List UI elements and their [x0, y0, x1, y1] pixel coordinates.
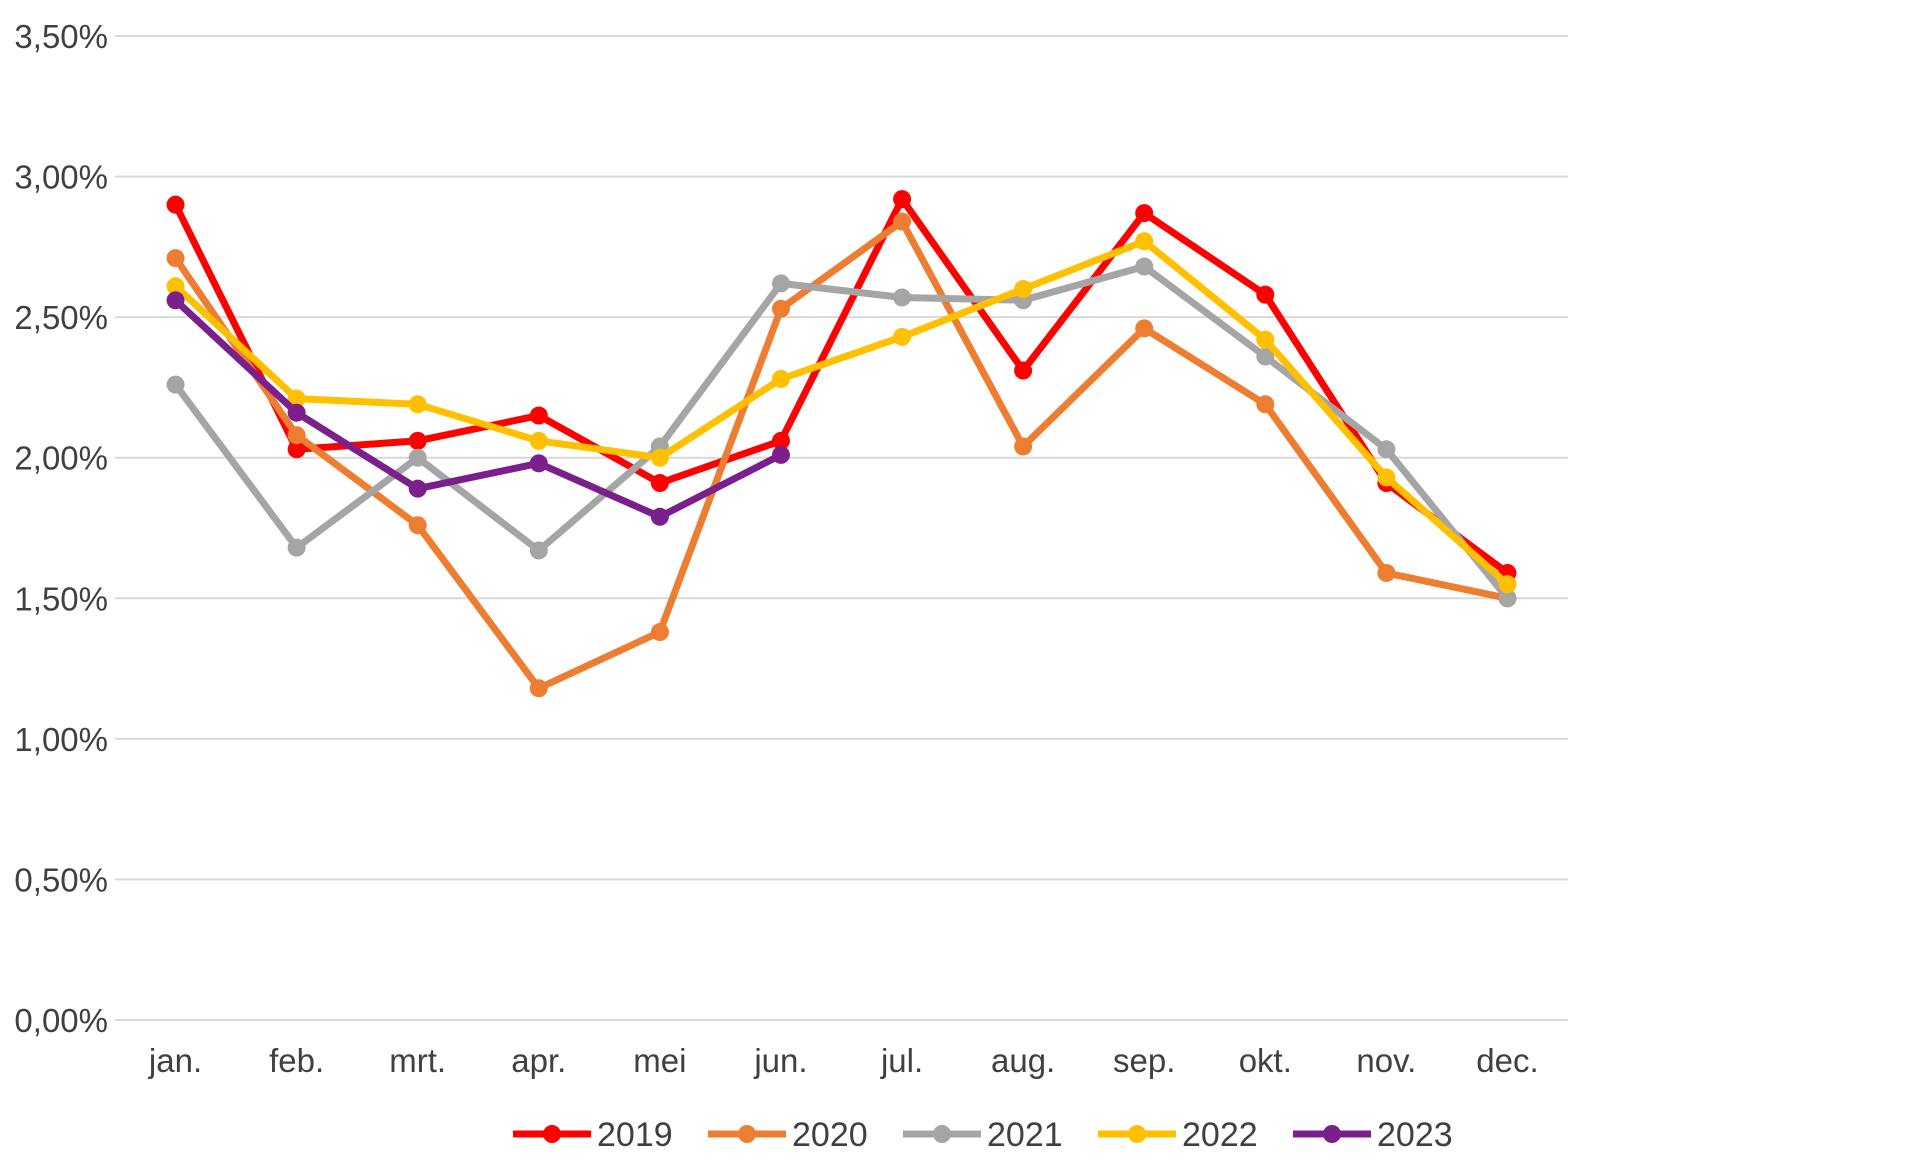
data-point-2021 — [287, 538, 306, 557]
x-tick-label: mei — [633, 1042, 686, 1079]
x-tick-label: jan. — [148, 1042, 202, 1079]
data-point-2022 — [650, 448, 669, 467]
legend-label: 2022 — [1182, 1116, 1258, 1154]
data-point-2021 — [1135, 257, 1154, 276]
data-point-2019 — [287, 440, 306, 459]
series-2019 — [166, 190, 1517, 582]
y-tick-label: 3,50% — [14, 18, 108, 55]
legend-item-2021: 2021 — [903, 1116, 1063, 1154]
legend-marker — [738, 1125, 756, 1143]
legend-label: 2021 — [987, 1116, 1063, 1154]
data-point-2021 — [1377, 440, 1396, 459]
data-point-2019 — [408, 431, 427, 450]
y-axis-tick-labels: 0,00% 0,50% 1,00% 1,50% 2,00% 2,50% 3,00% 3,50% — [14, 18, 108, 1039]
data-point-2019 — [1014, 361, 1033, 380]
data-point-2022 — [529, 431, 548, 450]
data-point-2021 — [166, 375, 185, 394]
series-line-2019 — [172, 195, 1511, 577]
legend-marker — [543, 1125, 561, 1143]
data-point-2020 — [1014, 437, 1033, 456]
data-point-2023 — [650, 507, 669, 526]
data-point-2020 — [287, 426, 306, 445]
x-tick-label: aug. — [991, 1042, 1055, 1079]
y-tick-label: 1,50% — [14, 580, 108, 617]
x-axis-tick-labels: jan. feb. mrt. apr. mei jun. jul. aug. sep. okt. n… — [148, 1042, 1539, 1079]
legend-item-2022: 2022 — [1098, 1116, 1258, 1154]
data-point-2020 — [1377, 563, 1396, 582]
data-point-2019 — [529, 406, 548, 425]
x-tick-label: feb. — [269, 1042, 324, 1079]
series-line-2020 — [172, 218, 1511, 692]
y-tick-label: 0,50% — [14, 861, 108, 898]
data-point-2021 — [529, 541, 548, 560]
data-point-2020 — [650, 623, 669, 642]
data-point-2020 — [771, 299, 790, 318]
data-point-2019 — [1135, 204, 1154, 223]
x-tick-label: mrt. — [389, 1042, 446, 1079]
data-point-2019 — [771, 431, 790, 450]
data-point-2022 — [166, 277, 185, 296]
data-point-2023 — [408, 479, 427, 498]
data-point-2020 — [893, 212, 912, 231]
data-point-2022 — [287, 389, 306, 408]
data-point-2023 — [771, 445, 790, 464]
x-tick-label: apr. — [511, 1042, 566, 1079]
legend-item-2019: 2019 — [513, 1116, 673, 1154]
data-point-2020 — [1135, 319, 1154, 338]
data-point-2022 — [1498, 575, 1517, 594]
data-point-2021 — [408, 448, 427, 467]
series-line-2023 — [172, 296, 785, 521]
series-2023 — [166, 291, 790, 526]
data-point-2022 — [408, 395, 427, 414]
legend-marker — [933, 1125, 951, 1143]
data-point-2019 — [650, 474, 669, 493]
data-point-2022 — [1256, 330, 1275, 349]
data-point-2020 — [1256, 395, 1275, 414]
data-point-2022 — [1135, 232, 1154, 251]
legend-marker — [1323, 1125, 1341, 1143]
y-tick-label: 0,00% — [14, 1002, 108, 1039]
data-point-2021 — [1498, 589, 1517, 608]
series-lines — [166, 190, 1517, 698]
x-tick-label: okt. — [1239, 1042, 1292, 1079]
data-point-2023 — [287, 403, 306, 422]
series-2022 — [166, 232, 1517, 594]
data-point-2022 — [893, 327, 912, 346]
y-tick-label: 2,50% — [14, 299, 108, 336]
data-point-2020 — [529, 679, 548, 698]
x-tick-label: dec. — [1476, 1042, 1538, 1079]
data-point-2019 — [1256, 285, 1275, 304]
data-point-2020 — [408, 516, 427, 535]
legend: 2019 2020 2021 2022 2023 — [513, 1116, 1453, 1154]
data-point-2019 — [893, 190, 912, 209]
data-point-2023 — [166, 291, 185, 310]
data-point-2021 — [771, 274, 790, 293]
data-point-2022 — [1377, 468, 1396, 487]
series-line-2022 — [172, 237, 1511, 588]
data-point-2019 — [166, 195, 185, 214]
legend-label: 2023 — [1377, 1116, 1453, 1154]
y-tick-label: 3,00% — [14, 159, 108, 196]
data-point-2022 — [1014, 280, 1033, 299]
data-point-2021 — [893, 288, 912, 307]
legend-marker — [1128, 1125, 1146, 1143]
x-tick-label: nov. — [1356, 1042, 1416, 1079]
legend-item-2023: 2023 — [1293, 1116, 1453, 1154]
series-2020 — [166, 212, 1517, 698]
legend-label: 2020 — [792, 1116, 868, 1154]
x-tick-label: jul. — [880, 1042, 923, 1079]
legend-label: 2019 — [597, 1116, 673, 1154]
y-tick-label: 2,00% — [14, 440, 108, 477]
data-point-2020 — [166, 249, 185, 268]
data-point-2022 — [771, 369, 790, 388]
series-2021 — [166, 257, 1517, 608]
data-point-2023 — [529, 454, 548, 473]
y-tick-label: 1,00% — [14, 721, 108, 758]
data-point-2021 — [1256, 347, 1275, 366]
x-tick-label: jun. — [753, 1042, 807, 1079]
legend-item-2020: 2020 — [708, 1116, 868, 1154]
x-tick-label: sep. — [1113, 1042, 1175, 1079]
